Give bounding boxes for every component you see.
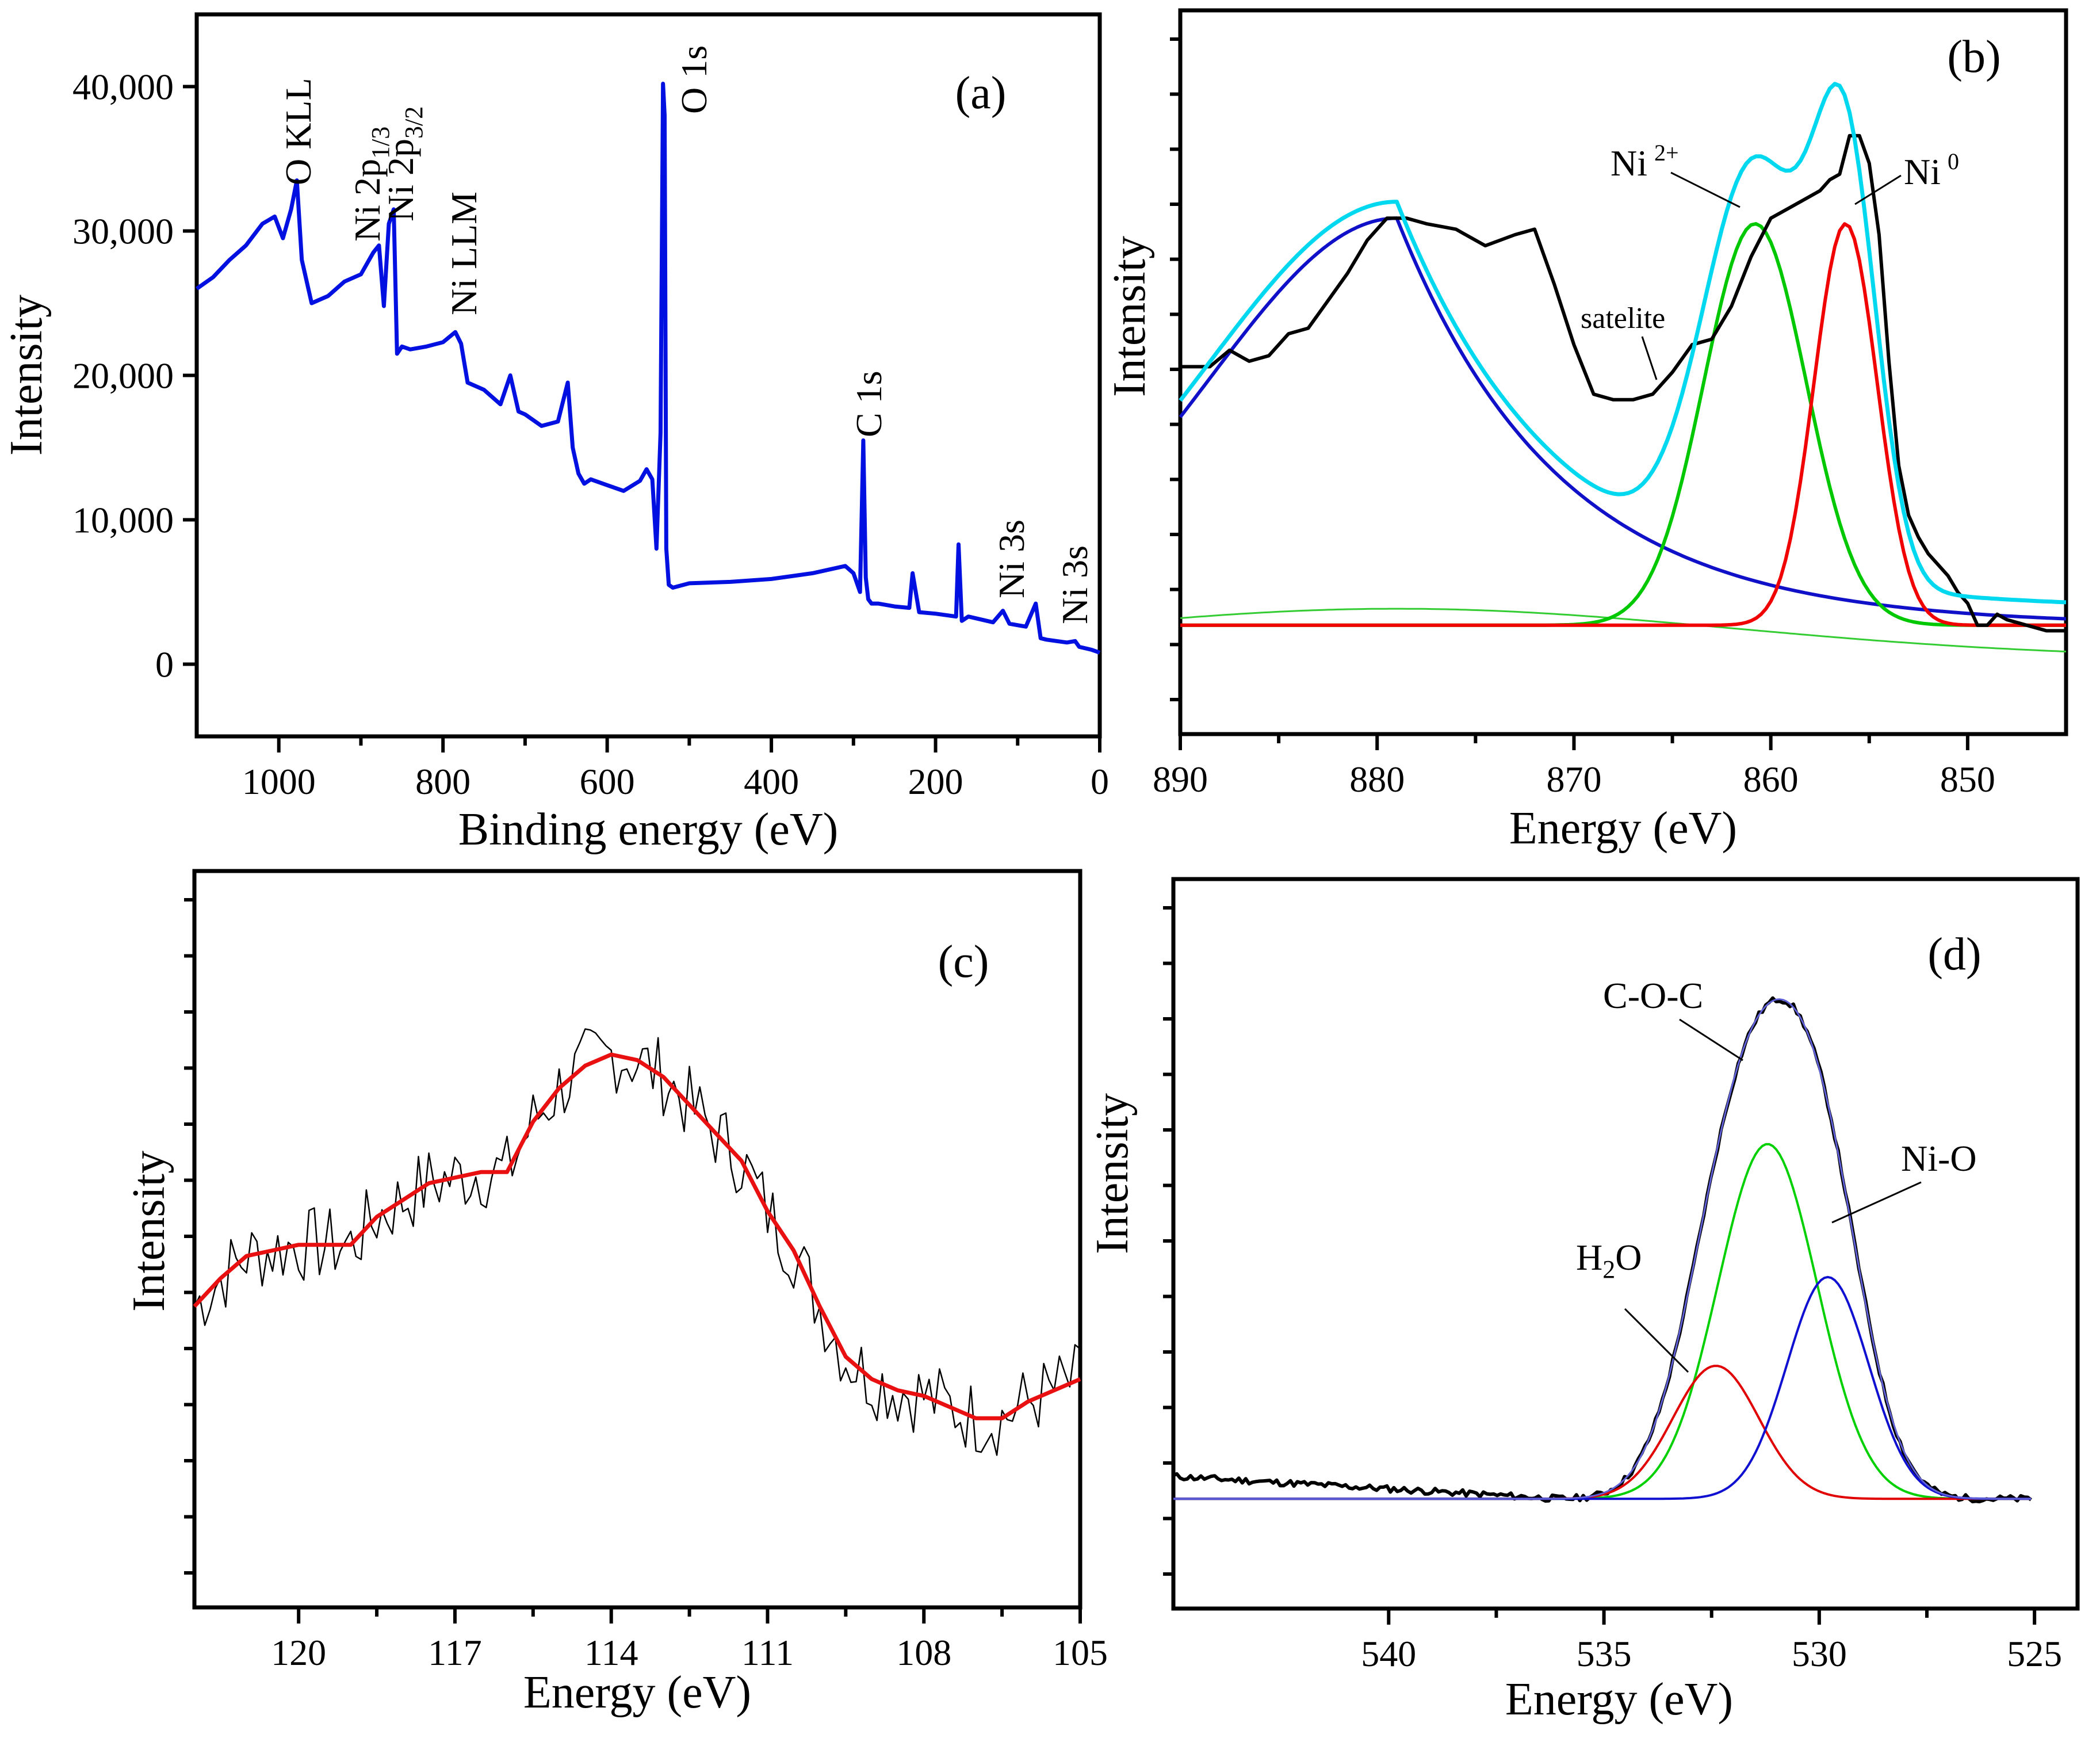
thin-background-line — [1180, 608, 2067, 652]
panel-d-frame — [1171, 877, 2080, 1611]
satellite-fit-line — [1179, 216, 2067, 621]
ni2plus-annotation: Ni 2+ — [1611, 140, 1679, 184]
x-tick-label: 105 — [1053, 1632, 1108, 1673]
panel-b-y-axis-title: Intensity — [1104, 236, 1155, 397]
smoothed-spectrum-line — [193, 1052, 1081, 1420]
panel-b-label: (b) — [1947, 32, 2000, 82]
envelope-fit-line — [1173, 998, 2032, 1500]
panel-b-frame — [1178, 8, 2068, 736]
ni0-arrow — [1854, 174, 1902, 205]
nio-fit-line — [1173, 1275, 2032, 1500]
y-tick-label: 40,000 — [72, 67, 174, 108]
satellite-annotation: satelite — [1581, 302, 1665, 335]
ni0-annotation: Ni 0 — [1904, 148, 1959, 192]
panel-a-frame — [194, 12, 1102, 739]
h2o-annotation: H2O — [1576, 1237, 1642, 1284]
measured-line — [1180, 133, 2066, 633]
x-tick-label: 870 — [1546, 759, 1601, 800]
h2o-arrow — [1624, 1308, 1689, 1373]
ni2plus-arrow — [1670, 171, 1741, 208]
panel-c-frame — [192, 869, 1082, 1610]
x-tick-label: 525 — [2007, 1633, 2062, 1674]
peak-annotation: Ni 3s — [991, 520, 1032, 598]
panel-d-y-axis-title: Intensity — [1087, 1093, 1138, 1254]
x-tick-label: 540 — [1361, 1633, 1416, 1674]
ni2plus-fit-line — [1180, 222, 2066, 627]
peak-annotation: C 1s — [848, 370, 889, 437]
panel-d-o1s-spectrum: (d) Energy (eV) Intensity 540 535 530 525 C-… — [1087, 877, 2080, 1725]
peak-annotation: Ni 3s — [1054, 545, 1095, 624]
x-tick-label: 114 — [584, 1632, 638, 1673]
x-tick-label: 530 — [1792, 1633, 1847, 1674]
x-tick-label: 117 — [428, 1632, 482, 1673]
x-tick-label: 108 — [896, 1632, 951, 1673]
coc-annotation: C-O-C — [1603, 975, 1703, 1016]
nio-annotation: Ni-O — [1901, 1138, 1977, 1179]
panel-d-x-axis-title: Energy (eV) — [1505, 1674, 1733, 1725]
x-tick-label: 890 — [1153, 759, 1208, 800]
panel-a-y-axis-title: Intensity — [1, 295, 52, 456]
x-tick-label: 200 — [908, 761, 963, 802]
peak-annotation: Ni LLM — [443, 192, 484, 315]
x-tick-label: 120 — [271, 1632, 326, 1673]
panel-a-x-axis-title: Binding energy (eV) — [458, 804, 839, 855]
panel-d-label: (d) — [1927, 929, 1981, 980]
panel-c-ni3s-spectrum: (c) Energy (eV) Intensity 120 117 114 111 10… — [124, 869, 1108, 1718]
y-tick-label: 10,000 — [72, 500, 174, 541]
raw-spectrum-line — [193, 1028, 1081, 1456]
x-tick-label: 880 — [1349, 759, 1405, 800]
x-tick-label: 1000 — [242, 761, 316, 802]
peak-annotation: O KLL — [278, 78, 319, 185]
x-tick-label: 800 — [415, 761, 471, 802]
panel-a-survey-spectrum: (a) Binding energy (eV) Intensity 1000 80… — [1, 12, 1109, 855]
x-tick-label: 0 — [1091, 761, 1109, 802]
x-tick-label: 860 — [1743, 759, 1799, 800]
y-tick-label: 0 — [155, 644, 174, 685]
x-tick-label: 600 — [580, 761, 635, 802]
x-tick-label: 535 — [1577, 1633, 1632, 1674]
panel-b-ni2p-spectrum: (b) Energy (eV) Intensity 890 880 870 860 85… — [1104, 8, 2068, 854]
panel-b-x-axis-title: Energy (eV) — [1509, 803, 1737, 854]
coc-arrow — [1679, 1018, 1743, 1061]
ni0-fit-line — [1180, 222, 2066, 627]
survey-spectrum-line — [195, 82, 1101, 655]
panel-c-y-axis-title: Intensity — [124, 1151, 174, 1312]
y-tick-label: 30,000 — [72, 211, 174, 252]
envelope-fit-line — [1179, 82, 2067, 605]
x-tick-label: 400 — [744, 761, 799, 802]
h2o-fit-line — [1173, 1365, 2032, 1500]
satellite-arrow — [1641, 336, 1658, 380]
nio-arrow — [1831, 1181, 1922, 1224]
y-tick-label: 20,000 — [72, 356, 174, 396]
x-tick-label: 111 — [741, 1632, 794, 1673]
panel-c-label: (c) — [938, 937, 989, 987]
peak-annotation: Ni 2p3/2 — [380, 106, 428, 221]
panel-c-x-axis-title: Energy (eV) — [523, 1667, 751, 1718]
panel-a-label: (a) — [955, 68, 1007, 119]
peak-annotation: O 1s — [674, 45, 714, 114]
x-tick-label: 850 — [1940, 759, 1995, 800]
